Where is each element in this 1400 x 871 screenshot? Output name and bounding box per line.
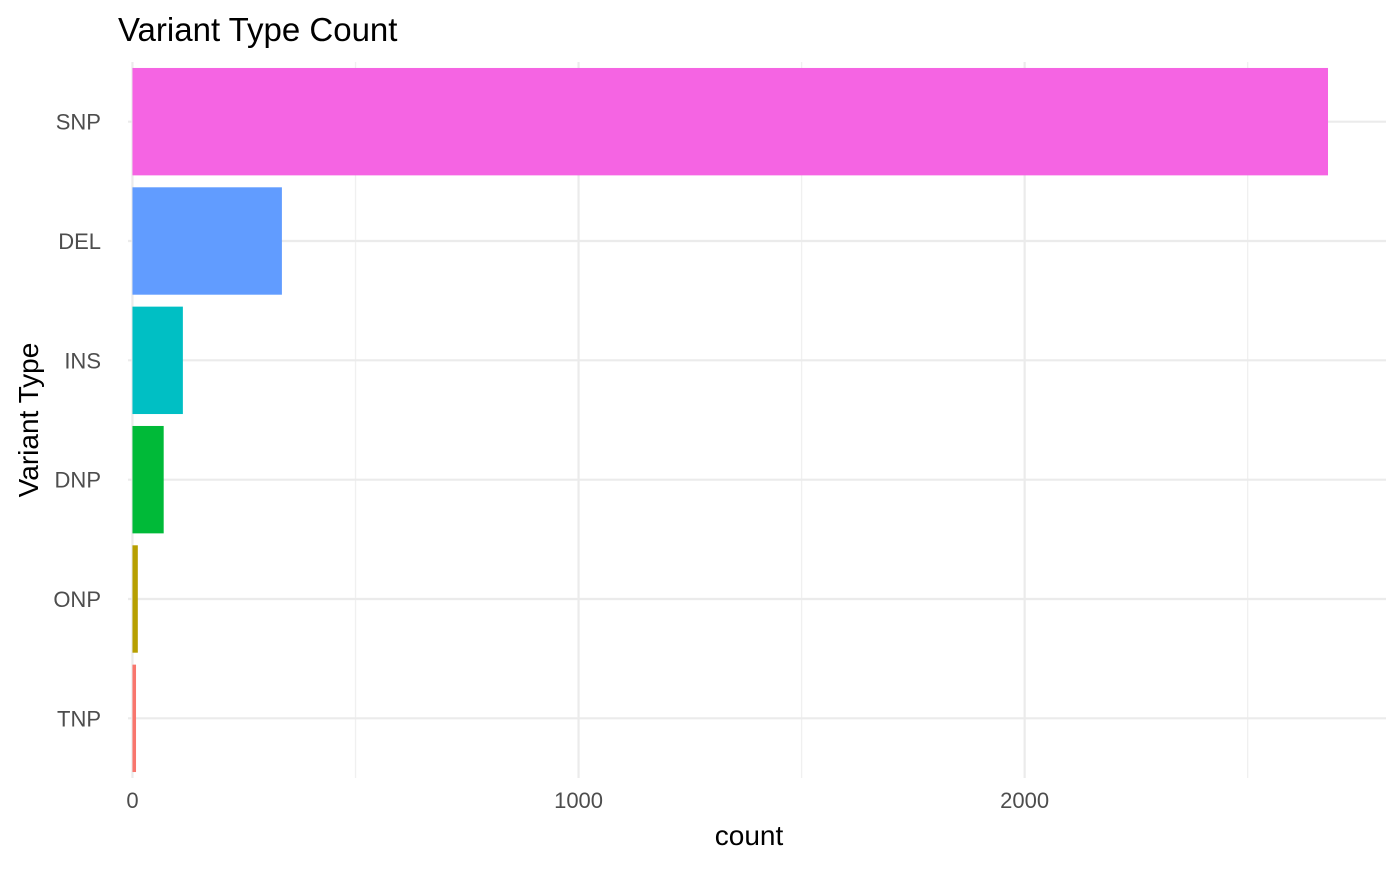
y-tick-label: TNP bbox=[57, 706, 101, 731]
bar-dnp bbox=[132, 425, 164, 534]
bar-onp bbox=[132, 545, 138, 653]
axes: SNP DEL INS DNP ONP TNP 0 1000 2000 bbox=[53, 110, 1049, 813]
y-tick-label: INS bbox=[64, 348, 101, 373]
bar-tnp bbox=[132, 664, 137, 773]
x-axis-title: count bbox=[715, 820, 784, 851]
bar-del bbox=[132, 187, 282, 295]
chart-title: Variant Type Count bbox=[118, 11, 397, 48]
y-tick-label: DNP bbox=[55, 468, 101, 493]
y-tick-label: SNP bbox=[56, 110, 101, 135]
y-tick-label: ONP bbox=[53, 587, 101, 612]
x-tick-label: 1000 bbox=[554, 788, 603, 813]
x-tick-label: 2000 bbox=[1000, 788, 1049, 813]
x-tick-label: 0 bbox=[126, 788, 138, 813]
y-axis-title: Variant Type bbox=[13, 343, 44, 498]
y-tick-label: DEL bbox=[58, 229, 101, 254]
bar-ins bbox=[132, 306, 183, 415]
bar-snp bbox=[132, 67, 1329, 176]
bars bbox=[132, 67, 1329, 773]
